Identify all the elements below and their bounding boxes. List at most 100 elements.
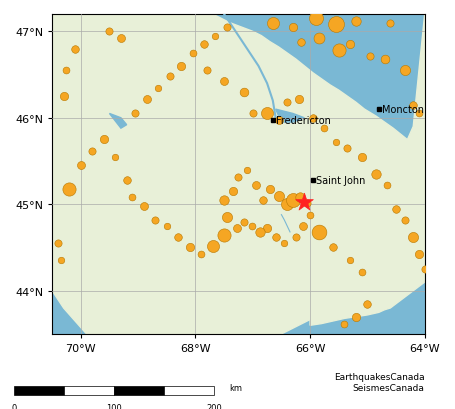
Point (221, 197, 228, 204)
Point (155, 85, 162, 92)
Point (272, 234, 279, 241)
Point (152, 217, 159, 224)
Point (259, 197, 267, 204)
Point (289, 197, 297, 204)
Point (332, 139, 339, 146)
Point (89, 148, 96, 155)
Point (347, 42, 354, 48)
Point (329, 245, 337, 251)
Point (292, 234, 299, 241)
Polygon shape (310, 162, 453, 326)
Text: 100: 100 (106, 403, 121, 409)
Point (129, 195, 136, 201)
Point (335, 48, 342, 54)
Point (421, 266, 428, 273)
Point (269, 20, 277, 27)
Polygon shape (52, 15, 425, 291)
Point (143, 96, 150, 103)
Point (281, 240, 288, 247)
Point (263, 226, 271, 232)
Point (66, 186, 73, 193)
Point (352, 18, 359, 25)
Point (415, 252, 423, 258)
Point (212, 33, 219, 40)
Point (235, 174, 242, 180)
Text: Saint John: Saint John (316, 175, 365, 186)
Point (303, 200, 311, 206)
Point (233, 226, 240, 232)
Bar (164, 386, 214, 395)
Point (131, 111, 139, 117)
Polygon shape (310, 15, 453, 291)
Point (347, 258, 354, 264)
Point (401, 68, 408, 74)
Point (312, 16, 319, 22)
Point (57, 258, 65, 264)
Point (341, 321, 348, 327)
Point (221, 231, 228, 238)
Point (77, 163, 85, 169)
Point (392, 206, 399, 212)
Point (352, 314, 359, 320)
Point (410, 102, 417, 109)
Text: EarthquakesCanada
SeismesCanada: EarthquakesCanada SeismesCanada (334, 373, 425, 392)
Point (200, 42, 207, 48)
Point (358, 154, 365, 161)
Point (332, 22, 339, 29)
Point (175, 234, 182, 241)
Polygon shape (110, 114, 126, 129)
Point (415, 111, 423, 117)
Point (275, 117, 282, 124)
Point (283, 202, 291, 208)
Point (384, 182, 391, 189)
Point (189, 51, 196, 57)
Point (221, 79, 228, 85)
Point (367, 53, 374, 60)
Point (266, 186, 273, 193)
Text: 200: 200 (206, 403, 222, 409)
Point (100, 137, 107, 143)
Point (364, 301, 371, 307)
Point (60, 94, 67, 100)
Point (248, 223, 255, 229)
Point (372, 171, 379, 178)
Point (203, 68, 211, 74)
Text: 0: 0 (11, 403, 16, 409)
Point (123, 178, 130, 184)
Point (111, 154, 119, 161)
Point (177, 63, 185, 70)
Point (63, 68, 70, 74)
Point (241, 219, 248, 225)
Bar (114, 386, 164, 395)
Point (197, 252, 205, 258)
Point (301, 199, 308, 205)
Bar (64, 386, 114, 395)
Point (295, 96, 302, 103)
Point (223, 214, 231, 221)
Point (315, 36, 322, 43)
Point (309, 115, 317, 122)
Text: km: km (229, 383, 242, 392)
Point (243, 167, 251, 173)
Point (315, 229, 322, 236)
Point (387, 20, 394, 27)
Point (296, 195, 303, 201)
Point (401, 217, 408, 224)
Point (321, 126, 328, 132)
Point (117, 36, 125, 43)
Point (289, 25, 297, 31)
Point (298, 39, 305, 46)
Point (166, 74, 173, 80)
Point (299, 223, 307, 229)
Point (263, 111, 271, 117)
Point (252, 182, 259, 189)
Point (381, 56, 388, 63)
Point (344, 146, 351, 152)
Point (410, 234, 417, 241)
Point (140, 203, 147, 210)
Point (283, 100, 291, 106)
Polygon shape (52, 15, 425, 334)
Point (256, 229, 263, 236)
Point (163, 223, 171, 229)
Point (229, 189, 236, 195)
